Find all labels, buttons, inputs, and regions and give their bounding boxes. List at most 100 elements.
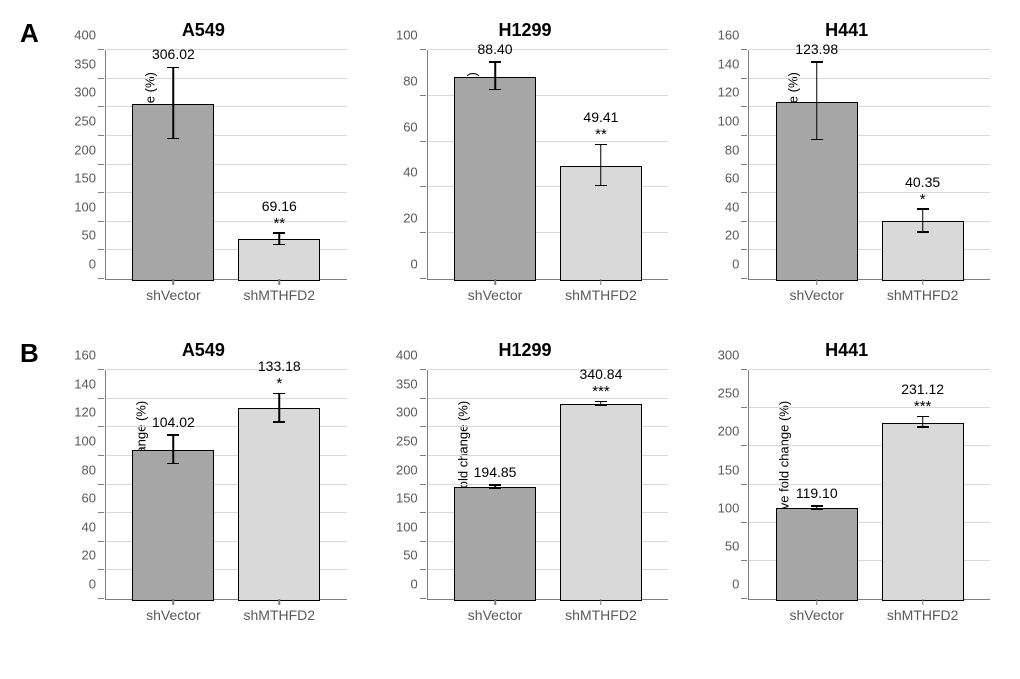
y-tick xyxy=(420,278,426,279)
value-label: 119.10 xyxy=(796,485,838,501)
plot-area: NADPH relative fold change (%)0501001502… xyxy=(105,50,347,280)
error-cap xyxy=(167,138,179,140)
y-tick-label: 200 xyxy=(396,462,418,477)
y-tick xyxy=(98,278,104,279)
y-tick-label: 80 xyxy=(725,142,739,157)
y-tick xyxy=(420,569,426,570)
x-tick xyxy=(922,599,924,605)
y-tick-label: 60 xyxy=(82,491,96,506)
chart-A549: A549NADPH relative fold change (%)050100… xyxy=(50,20,357,320)
y-tick-label: 0 xyxy=(732,257,739,272)
y-tick xyxy=(741,278,747,279)
y-tick xyxy=(98,249,104,250)
y-tick-label: 160 xyxy=(74,348,96,363)
y-tick-label: 80 xyxy=(403,73,417,88)
x-tick xyxy=(173,599,175,605)
y-tick-label: 150 xyxy=(396,491,418,506)
grid-line xyxy=(106,398,347,399)
y-tick-label: 100 xyxy=(74,433,96,448)
chart-title: H1299 xyxy=(372,20,679,41)
error-cap xyxy=(917,208,929,210)
y-tick xyxy=(420,484,426,485)
y-tick-label: 200 xyxy=(74,142,96,157)
significance-marker: *** xyxy=(914,398,932,415)
error-bar xyxy=(922,210,924,233)
bar-shMTHFD2 xyxy=(560,404,642,599)
value-label: 104.02 xyxy=(152,414,195,430)
y-tick-label: 20 xyxy=(725,228,739,243)
y-tick xyxy=(741,78,747,79)
y-tick-label: 300 xyxy=(718,348,740,363)
error-cap xyxy=(811,505,823,507)
x-tick-label: shMTHFD2 xyxy=(887,287,959,303)
plot-area: ROS relative fold change (%)020406080100… xyxy=(105,370,347,600)
y-tick-label: 350 xyxy=(74,56,96,71)
significance-marker: ** xyxy=(273,215,285,232)
significance-marker: * xyxy=(920,191,926,208)
y-tick xyxy=(741,369,747,370)
error-cap xyxy=(811,508,823,510)
axes: 020406080100120140160123.98shVector40.35… xyxy=(748,50,990,280)
y-tick-label: 120 xyxy=(74,405,96,420)
y-tick xyxy=(420,49,426,50)
y-tick-label: 140 xyxy=(718,56,740,71)
error-cap xyxy=(167,67,179,69)
error-bar xyxy=(816,63,818,140)
value-label: 306.02 xyxy=(152,46,195,62)
y-tick xyxy=(98,164,104,165)
y-tick-label: 250 xyxy=(74,113,96,128)
y-tick xyxy=(741,522,747,523)
y-tick xyxy=(741,164,747,165)
y-tick xyxy=(98,78,104,79)
bar-shMTHFD2 xyxy=(238,239,320,279)
y-tick-label: 60 xyxy=(403,119,417,134)
y-tick xyxy=(420,232,426,233)
x-tick xyxy=(816,599,818,605)
significance-marker: ** xyxy=(595,126,607,143)
y-tick-label: 100 xyxy=(718,500,740,515)
x-tick-label: shVector xyxy=(789,607,843,623)
y-tick-label: 100 xyxy=(718,113,740,128)
grid-line xyxy=(749,369,990,370)
error-cap xyxy=(595,401,607,403)
bar-rect xyxy=(132,450,214,601)
x-tick xyxy=(816,279,818,285)
y-tick-label: 100 xyxy=(74,199,96,214)
x-tick xyxy=(279,599,281,605)
chart-H441: H441ROS relative fold change (%)05010015… xyxy=(693,340,1000,640)
y-tick xyxy=(741,598,747,599)
error-cap xyxy=(273,244,285,246)
y-tick xyxy=(741,106,747,107)
y-tick-label: 0 xyxy=(410,577,417,592)
x-tick xyxy=(173,279,175,285)
y-tick-label: 40 xyxy=(82,519,96,534)
x-tick xyxy=(279,279,281,285)
y-tick-label: 300 xyxy=(396,405,418,420)
y-tick xyxy=(98,455,104,456)
y-tick-label: 40 xyxy=(725,199,739,214)
panel-A: AA549NADPH relative fold change (%)05010… xyxy=(20,20,1000,320)
y-tick-label: 40 xyxy=(403,165,417,180)
error-cap xyxy=(167,434,179,436)
y-tick xyxy=(420,369,426,370)
y-tick-label: 100 xyxy=(396,519,418,534)
y-tick xyxy=(420,541,426,542)
y-tick xyxy=(98,426,104,427)
y-tick-label: 140 xyxy=(74,376,96,391)
y-tick xyxy=(98,192,104,193)
x-tick xyxy=(600,279,602,285)
grid-line xyxy=(106,49,347,50)
grid-line xyxy=(106,78,347,79)
value-label: 40.35 xyxy=(905,174,940,190)
chart-A549: A549ROS relative fold change (%)02040608… xyxy=(50,340,357,640)
y-tick-label: 0 xyxy=(410,257,417,272)
y-tick xyxy=(98,369,104,370)
charts-container: A549ROS relative fold change (%)02040608… xyxy=(50,340,1000,640)
axes: 020406080100120140160104.02shVector133.1… xyxy=(105,370,347,600)
y-tick-label: 50 xyxy=(725,538,739,553)
y-tick-label: 400 xyxy=(74,28,96,43)
bar-shVector xyxy=(454,487,536,599)
error-bar xyxy=(173,68,175,139)
error-cap xyxy=(167,463,179,465)
y-tick-label: 120 xyxy=(718,85,740,100)
